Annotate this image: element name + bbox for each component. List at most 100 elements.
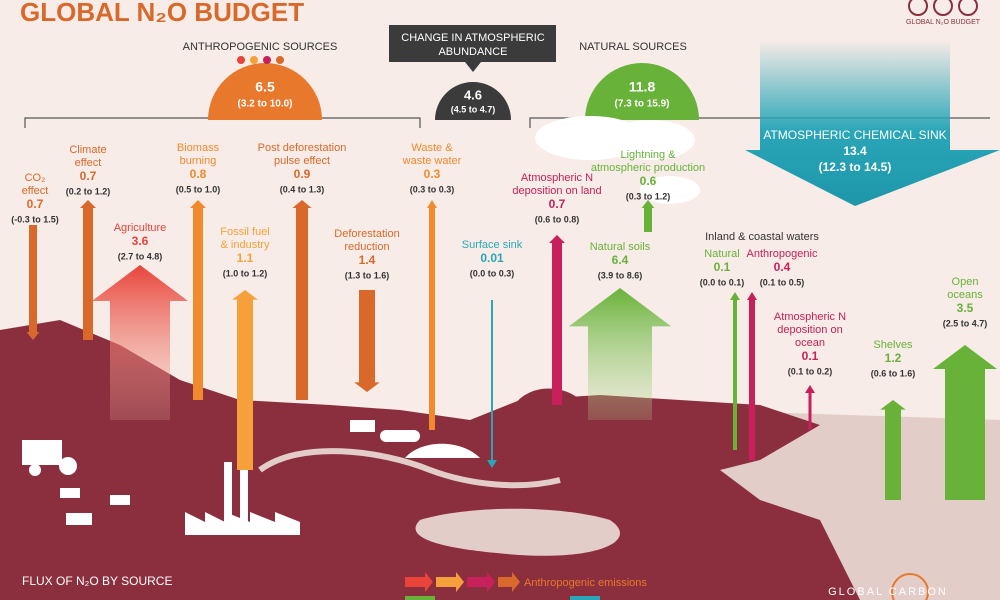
change-total — [435, 82, 511, 120]
title: GLOBAL N₂O BUDGET — [20, 0, 304, 27]
cattle — [60, 488, 130, 525]
group-label: Inland & coastal waters — [705, 231, 819, 243]
flux-arrow — [26, 225, 40, 340]
natural-total — [585, 63, 699, 120]
flux-name: & industry — [221, 239, 270, 251]
flux-name: Waste & — [411, 142, 453, 154]
flux-name: burning — [180, 155, 217, 167]
total-range: (3.2 to 10.0) — [237, 99, 292, 110]
flux-arrow — [730, 292, 740, 450]
flux-value: 0.01 — [480, 251, 504, 265]
flux-range: (0.1 to 0.5) — [760, 277, 805, 287]
flux-name: Climate — [69, 144, 106, 156]
total-label: CHANGE IN ATMOSPHERIC — [401, 32, 544, 44]
flux-range: (0.3 to 0.3) — [410, 184, 455, 194]
flux-value: 0.1 — [714, 260, 731, 274]
flux-arrow — [641, 200, 655, 232]
flux-value: 1.1 — [237, 251, 254, 265]
flux-value: 6.4 — [612, 253, 629, 267]
flux-value: 0.6 — [640, 174, 657, 188]
clouds — [535, 116, 700, 204]
flux-arrow — [805, 385, 815, 430]
legend-arrows — [405, 572, 600, 600]
flux-range: (1.3 to 1.6) — [345, 270, 390, 280]
flux-name: Natural — [704, 248, 739, 260]
flux-range: (2.7 to 4.8) — [118, 251, 163, 261]
total-label: NATURAL SOURCES — [579, 41, 687, 53]
flux-value: 3.6 — [132, 234, 149, 248]
total-range: (7.3 to 15.9) — [614, 99, 669, 110]
flux-name: atmospheric production — [591, 162, 705, 174]
flux-name: CO₂ — [25, 172, 46, 184]
flux-value: 0.3 — [424, 167, 441, 181]
flux-name: Lightning & — [620, 149, 676, 161]
chemical-sink — [745, 40, 1000, 206]
total-value: 13.4 — [843, 144, 867, 158]
flux-arrow — [747, 292, 757, 460]
flux-name: Atmospheric N — [521, 172, 593, 184]
flux-name: reduction — [344, 241, 389, 253]
flux-name: effect — [75, 157, 102, 169]
flux-range: (0.5 to 1.0) — [176, 184, 221, 194]
flux-value: 0.4 — [774, 260, 791, 274]
flux-name: Atmospheric N — [774, 311, 846, 323]
legend-label: Anthropogenic emissions — [524, 577, 647, 589]
flux-range: (0.4 to 1.3) — [280, 184, 325, 194]
brand: GLOBAL CARBON — [828, 586, 948, 598]
flux-arrow — [92, 265, 188, 420]
total-label: ABUNDANCE — [438, 46, 507, 58]
flux-arrow — [190, 200, 206, 400]
total-value: 11.8 — [629, 79, 656, 95]
flux-arrow — [354, 290, 380, 392]
flux-arrow — [549, 235, 565, 405]
license-icons — [908, 0, 978, 16]
flux-value: 0.9 — [294, 167, 311, 181]
flux-name: Open — [952, 276, 979, 288]
flux-name: effect — [22, 185, 49, 197]
flux-range: (0.1 to 0.2) — [788, 366, 833, 376]
flux-value: 0.7 — [27, 197, 44, 211]
flux-name: Surface sink — [462, 239, 523, 251]
total-label: ATMOSPHERIC CHEMICAL SINK — [763, 128, 946, 142]
flux-name: Anthropogenic — [747, 248, 818, 260]
flux-value: 1.4 — [359, 253, 376, 267]
flux-value: 3.5 — [957, 301, 974, 315]
footer-heading: FLUX OF N₂O BY SOURCE — [22, 574, 172, 588]
change-box — [389, 25, 556, 72]
flux-name: waste water — [402, 155, 462, 167]
flux-arrow — [933, 345, 997, 500]
flux-arrow — [568, 288, 672, 420]
flux-range: (0.3 to 1.2) — [626, 191, 671, 201]
flux-arrow — [80, 200, 96, 340]
flux-range: (0.0 to 0.3) — [470, 268, 515, 278]
flux-range: (0.6 to 1.6) — [871, 368, 916, 378]
badge: GLOBAL N₂O BUDGET — [906, 19, 981, 26]
flux-arrow — [487, 300, 497, 468]
flux-arrow — [292, 200, 312, 400]
flux-name: oceans — [947, 289, 983, 301]
flux-name: Shelves — [873, 339, 913, 351]
flux-name: ocean — [795, 337, 825, 349]
flux-value: 1.2 — [885, 351, 902, 365]
flux-range: (0.0 to 0.1) — [700, 277, 745, 287]
flux-name: Fossil fuel — [220, 226, 270, 238]
flux-range: (0.6 to 0.8) — [535, 214, 580, 224]
flux-value: 0.7 — [80, 169, 97, 183]
flux-range: (-0.3 to 1.5) — [11, 214, 59, 224]
factory — [185, 462, 300, 535]
flux-name: deposition on — [777, 324, 842, 336]
flux-name: Biomass — [177, 142, 220, 154]
source-dots — [237, 56, 284, 64]
river — [258, 448, 561, 489]
lake — [415, 508, 620, 556]
anthropogenic-total — [208, 63, 322, 120]
flux-range: (2.5 to 4.7) — [943, 318, 988, 328]
flux-name: pulse effect — [274, 155, 330, 167]
tractor — [22, 440, 77, 476]
total-label: ANTHROPOGENIC SOURCES — [183, 41, 338, 53]
flux-value: 0.1 — [802, 349, 819, 363]
flux-name: Natural soils — [590, 241, 651, 253]
waste-plant — [350, 420, 480, 458]
